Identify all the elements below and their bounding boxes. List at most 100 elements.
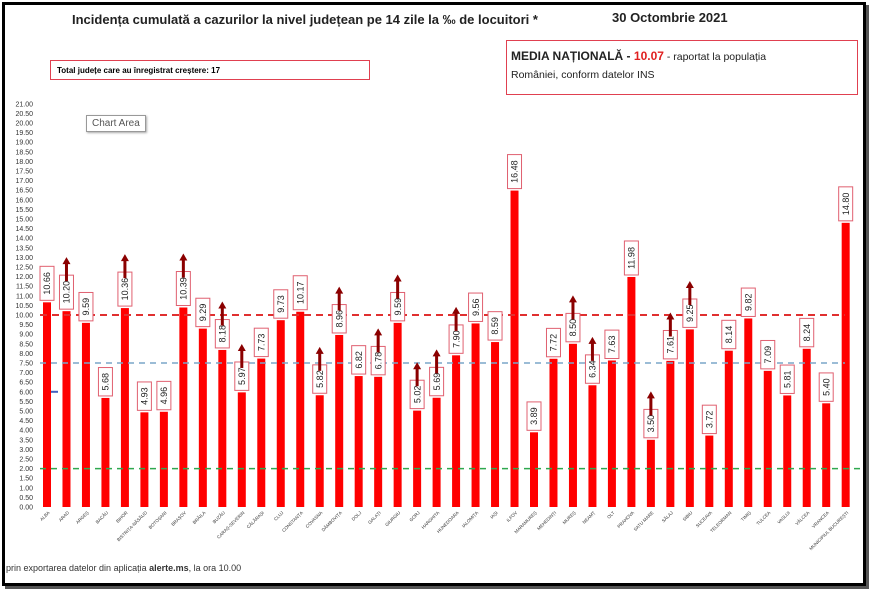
y-tick-label: 7.50 [19, 361, 33, 368]
data-label-box [156, 380, 172, 411]
y-tick-label: 13.00 [15, 255, 33, 262]
bar [179, 307, 188, 507]
y-tick-label: 19.00 [15, 140, 33, 147]
data-label: 7.73 [256, 334, 266, 352]
bar [257, 358, 266, 507]
bar [627, 276, 636, 507]
bar [783, 395, 792, 507]
increase-arrow-head-icon [646, 391, 655, 399]
data-label: 5.40 [821, 378, 831, 396]
bar [666, 360, 675, 507]
data-label-box [779, 364, 795, 394]
y-tick-label: 17.50 [15, 169, 33, 176]
bar [335, 334, 344, 507]
y-tick-label: 0.00 [19, 505, 33, 512]
footer-suffix: , la ora 10.00 [188, 563, 242, 573]
y-tick-label: 4.00 [19, 428, 33, 435]
x-tick-label: OLT [606, 510, 616, 520]
x-tick-label: VRANCEA [811, 510, 830, 529]
x-tick-label: NEAMȚ [581, 510, 596, 525]
data-label: 7.90 [451, 330, 461, 348]
data-label-box [487, 311, 503, 341]
x-tick-label: BUZĂU [211, 509, 226, 524]
bar [101, 397, 110, 507]
y-tick-label: 8.00 [19, 351, 33, 358]
data-label-box [292, 275, 308, 311]
footer-app: alerte.ms [149, 563, 189, 573]
bar [568, 343, 577, 507]
data-label: 3.89 [529, 407, 539, 425]
y-tick-label: 16.00 [15, 197, 33, 204]
increase-arrow-head-icon [413, 362, 422, 370]
data-label: 5.82 [315, 370, 325, 388]
chart-date: 30 Octombrie 2021 [612, 10, 728, 25]
data-label: 16.48 [510, 160, 520, 183]
data-label-box [253, 327, 269, 358]
data-label-box [799, 317, 815, 348]
increase-arrow-head-icon [315, 346, 324, 354]
x-tick-label: ARAD [58, 510, 71, 523]
x-tick-label: IALOMIȚA [461, 510, 479, 528]
increase-arrow-head-icon [393, 274, 402, 282]
bar [159, 411, 168, 507]
data-label: 8.59 [490, 317, 500, 335]
data-label: 7.61 [666, 336, 676, 354]
data-label: 8.96 [334, 310, 344, 328]
y-tick-label: 12.50 [15, 265, 33, 272]
y-tick-label: 6.00 [19, 389, 33, 396]
x-tick-label: CLUJ [273, 510, 285, 522]
increase-arrow-head-icon [218, 301, 227, 309]
data-label-box [818, 372, 834, 402]
y-tick-label: 21.00 [15, 101, 33, 108]
data-label: 10.66 [42, 272, 52, 295]
y-tick-label: 17.00 [15, 178, 33, 185]
x-tick-label: VASLUI [776, 510, 791, 525]
increase-arrow-head-icon [666, 312, 675, 320]
data-label: 10.20 [62, 281, 72, 304]
y-tick-label: 10.50 [15, 303, 33, 310]
data-label-box [623, 240, 639, 276]
increase-arrow-head-icon [452, 306, 461, 314]
bar [62, 311, 71, 507]
y-tick-label: 10.00 [15, 313, 33, 320]
x-tick-label: CONSTANȚA [281, 510, 304, 533]
bar [43, 302, 51, 507]
data-label-box [740, 287, 756, 317]
data-label: 10.17 [295, 281, 305, 304]
y-tick-label: 15.00 [15, 217, 33, 224]
x-tick-label: ILFOV [505, 510, 518, 523]
data-label: 4.93 [140, 387, 150, 405]
data-label: 10.39 [179, 277, 189, 300]
data-label: 9.29 [198, 304, 208, 322]
y-tick-label: 13.50 [15, 245, 33, 252]
data-label-box [39, 265, 55, 301]
data-label: 3.50 [646, 415, 656, 433]
data-label-box [545, 327, 561, 358]
x-tick-label: BACĂU [94, 509, 109, 524]
chart-area-tooltip: Chart Area [86, 115, 146, 132]
data-label: 8.18 [218, 325, 228, 343]
bar [374, 376, 383, 507]
y-tick-label: 2.00 [19, 466, 33, 473]
x-tick-label: ARGEȘ [75, 510, 90, 525]
x-tick-label: MUREȘ [562, 510, 577, 525]
national-average-box: MEDIA NAȚIONALĂ - 10.07 - raportat la po… [506, 40, 858, 95]
x-tick-label: VÂLCEA [794, 509, 811, 526]
y-tick-label: 1.00 [19, 485, 33, 492]
data-label-box [838, 186, 854, 222]
bar [530, 432, 538, 507]
bar [510, 190, 519, 508]
data-label: 9.82 [743, 293, 753, 311]
y-tick-label: 5.50 [19, 399, 33, 406]
increase-arrow-head-icon [179, 253, 188, 261]
increase-arrow-head-icon [432, 349, 441, 357]
bar [607, 360, 616, 507]
data-label-box [701, 404, 717, 435]
x-tick-label: PRAHOVA [616, 510, 635, 529]
increase-arrow-head-icon [685, 281, 694, 288]
data-label-box [604, 329, 620, 360]
x-tick-label: BRAȘOV [170, 510, 187, 527]
data-label: 7.72 [549, 334, 559, 352]
y-tick-label: 4.50 [19, 418, 33, 425]
